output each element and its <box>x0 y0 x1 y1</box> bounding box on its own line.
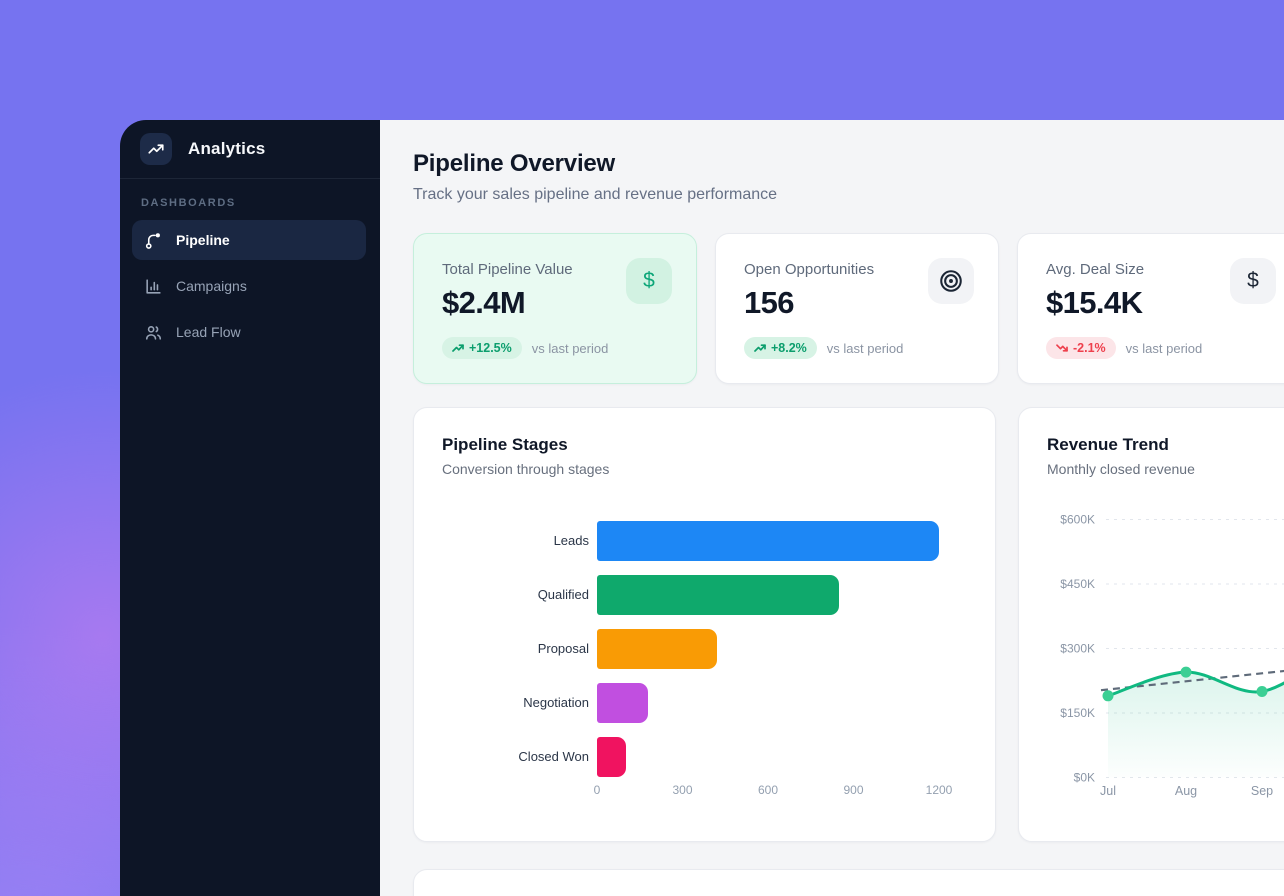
kpi-card-avg-deal-size: Avg. Deal Size $15.4K -2.1% vs last peri… <box>1017 233 1284 384</box>
sidebar-item-pipeline[interactable]: Pipeline <box>132 220 366 260</box>
revenue-line <box>1106 670 1284 698</box>
stage-label: Proposal <box>537 640 589 656</box>
kpi-label: Avg. Deal Size <box>1046 261 1145 278</box>
pipeline-stages-chart: Leads Qualified Proposal Negotiation Closed … <box>442 521 969 791</box>
users-icon <box>144 323 163 342</box>
x-tick-label: Aug <box>1175 784 1197 798</box>
trending-down-icon <box>1056 344 1068 352</box>
stage-row: Proposal <box>442 629 969 669</box>
x-tick-label: Sep <box>1251 784 1273 798</box>
chart-title: Revenue Trend <box>1047 435 1169 454</box>
y-tick-label: $0K <box>1074 771 1095 785</box>
stages-axis: 0 300 600 900 1200 <box>593 783 953 801</box>
revenue-trend-chart: $600K $450K $300K $150K $0K Jul Aug Sep <box>1060 513 1284 798</box>
kpi-label: Total Pipeline Value <box>442 261 573 278</box>
sidebar-item-lead-flow[interactable]: Lead Flow <box>132 312 366 352</box>
stage-row: Negotiation <box>442 683 969 723</box>
change-badge: -2.1% <box>1046 337 1116 359</box>
stage-bar-leads[interactable] <box>597 521 939 561</box>
kpi-note: vs last period <box>1125 340 1203 356</box>
kpi-note: vs last period <box>531 340 609 356</box>
y-tick-label: $450K <box>1060 577 1095 591</box>
x-tick-label: 300 <box>672 783 693 797</box>
app-window: Analytics DASHBOARDS Pipeline <box>120 120 1284 896</box>
stage-row: Leads <box>442 521 969 561</box>
y-tick-label: $300K <box>1060 642 1095 656</box>
sidebar-item-label: Campaigns <box>176 278 247 294</box>
stage-bar-closed-won[interactable] <box>597 737 626 777</box>
stage-row: Closed Won <box>442 737 969 777</box>
x-tick-label: Jul <box>1100 784 1116 798</box>
sidebar-item-label: Lead Flow <box>176 324 241 340</box>
data-point-sep[interactable] <box>1256 686 1268 697</box>
trending-up-icon <box>452 344 464 352</box>
stage-row: Qualified <box>442 575 969 615</box>
kpi-label: Open Opportunities <box>744 261 875 278</box>
route-icon <box>144 231 163 250</box>
chart-title: Pipeline Stages <box>442 435 568 454</box>
data-point-aug[interactable] <box>1180 666 1192 678</box>
bar-chart-icon <box>144 277 163 296</box>
target-icon <box>928 258 974 304</box>
kpi-card-open-opportunities: Open Opportunities 156 +8.2% vs last per… <box>715 233 999 384</box>
stage-bar-negotiation[interactable] <box>597 683 649 723</box>
kpi-value: 156 <box>744 285 795 320</box>
stage-label: Closed Won <box>518 748 589 764</box>
trend-line <box>1100 669 1284 692</box>
kpi-value: $2.4M <box>442 285 526 320</box>
chart-subtitle: Conversion through stages <box>442 461 610 477</box>
trending-up-icon <box>754 344 766 352</box>
sidebar-item-campaigns[interactable]: Campaigns <box>132 266 366 306</box>
page-subtitle: Track your sales pipeline and revenue pe… <box>413 186 778 203</box>
kpi-note: vs last period <box>826 340 904 356</box>
change-badge: +12.5% <box>442 337 522 359</box>
y-tick-label: $600K <box>1060 513 1095 527</box>
revenue-trend-card: Revenue Trend Monthly closed revenue $60… <box>1018 407 1284 842</box>
main-content: Pipeline Overview Track your sales pipel… <box>380 120 1284 896</box>
brand-name: Analytics <box>188 139 266 158</box>
page-title: Pipeline Overview <box>413 150 616 177</box>
chart-subtitle: Monthly closed revenue <box>1047 461 1195 477</box>
bottom-card-partial <box>413 869 1284 896</box>
sidebar-nav: DASHBOARDS Pipeline Campaigns <box>120 179 380 358</box>
trending-up-logo-icon <box>140 133 172 165</box>
kpi-grid: Total Pipeline Value $2.4M +12.5% vs las… <box>413 233 1284 384</box>
revenue-area <box>1108 672 1284 778</box>
sidebar: Analytics DASHBOARDS Pipeline <box>120 120 380 896</box>
x-tick-label: 1200 <box>925 783 953 797</box>
kpi-card-total-pipeline-value: Total Pipeline Value $2.4M +12.5% vs las… <box>413 233 697 384</box>
brand-header[interactable]: Analytics <box>120 120 380 179</box>
stage-bar-qualified[interactable] <box>597 575 840 615</box>
pipeline-stages-card: Pipeline Stages Conversion through stage… <box>413 407 996 842</box>
y-tick-label: $150K <box>1060 706 1095 720</box>
x-tick-label: 0 <box>593 783 601 797</box>
charts-grid: Pipeline Stages Conversion through stage… <box>413 407 1284 842</box>
change-badge: +8.2% <box>744 337 817 359</box>
nav-section-label: DASHBOARDS <box>141 197 236 209</box>
stage-label: Negotiation <box>523 694 589 710</box>
stage-bar-proposal[interactable] <box>597 629 717 669</box>
kpi-value: $15.4K <box>1046 285 1143 320</box>
sidebar-item-label: Pipeline <box>176 232 230 248</box>
data-point-jul[interactable] <box>1102 690 1114 702</box>
dollar-icon: $ <box>626 258 672 304</box>
x-tick-label: 900 <box>843 783 864 797</box>
x-tick-label: 600 <box>757 783 779 797</box>
stage-label: Qualified <box>537 586 589 602</box>
stage-label: Leads <box>553 532 589 548</box>
dollar-icon: $ <box>1230 258 1276 304</box>
